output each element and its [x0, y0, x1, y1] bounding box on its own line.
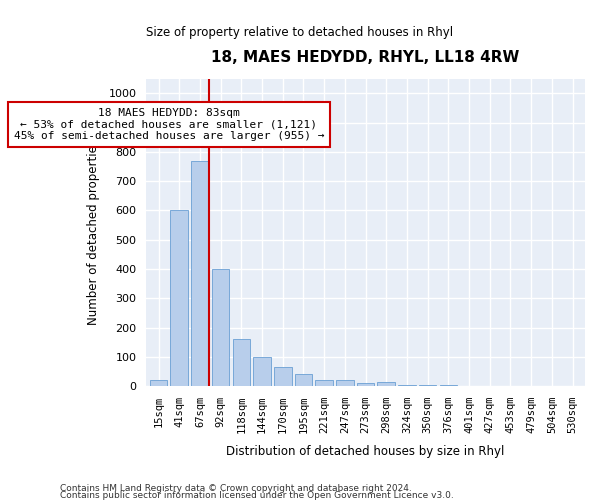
Text: Contains public sector information licensed under the Open Government Licence v3: Contains public sector information licen…: [60, 491, 454, 500]
X-axis label: Distribution of detached houses by size in Rhyl: Distribution of detached houses by size …: [226, 444, 505, 458]
Bar: [377, 382, 395, 386]
Bar: [336, 380, 353, 386]
Bar: [233, 340, 250, 386]
Text: Contains HM Land Registry data © Crown copyright and database right 2024.: Contains HM Land Registry data © Crown c…: [60, 484, 412, 493]
Bar: [170, 210, 188, 386]
Bar: [150, 380, 167, 386]
Bar: [274, 367, 292, 386]
Bar: [253, 357, 271, 386]
Bar: [357, 383, 374, 386]
Text: 18 MAES HEDYDD: 83sqm
← 53% of detached houses are smaller (1,121)
45% of semi-d: 18 MAES HEDYDD: 83sqm ← 53% of detached …: [14, 108, 324, 141]
Text: Size of property relative to detached houses in Rhyl: Size of property relative to detached ho…: [146, 26, 454, 39]
Title: 18, MAES HEDYDD, RHYL, LL18 4RW: 18, MAES HEDYDD, RHYL, LL18 4RW: [211, 50, 520, 65]
Bar: [398, 385, 416, 386]
Bar: [191, 160, 209, 386]
Bar: [295, 374, 312, 386]
Y-axis label: Number of detached properties: Number of detached properties: [87, 140, 100, 326]
Bar: [212, 269, 229, 386]
Bar: [316, 380, 333, 386]
